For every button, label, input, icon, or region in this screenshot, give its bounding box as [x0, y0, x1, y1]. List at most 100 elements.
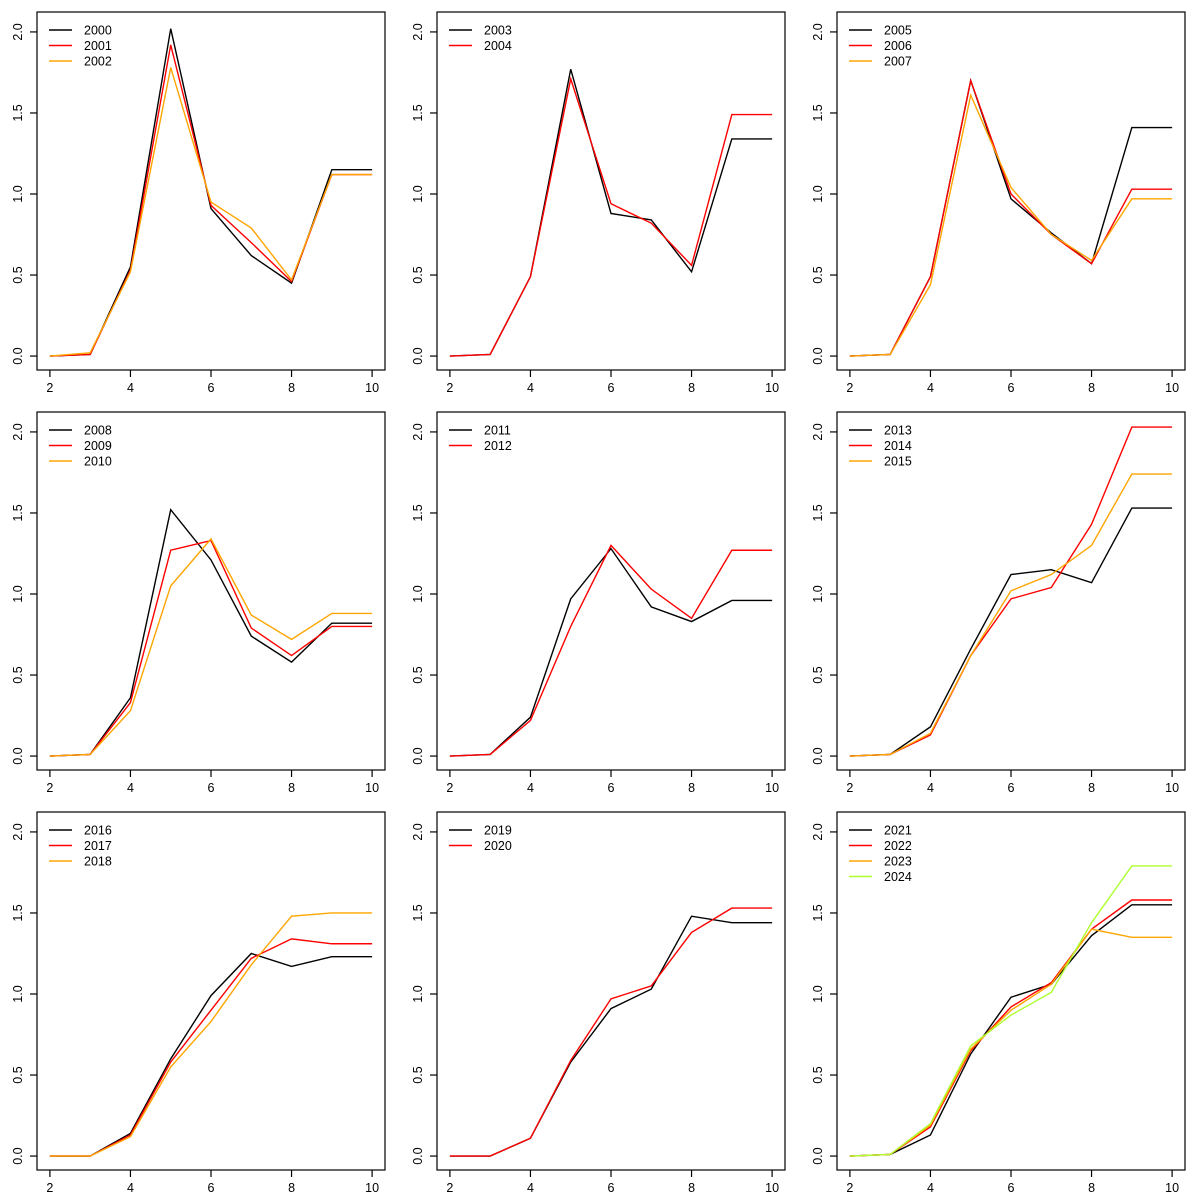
x-tick-label: 10	[765, 1181, 779, 1195]
y-tick-label: 1.5	[811, 104, 825, 121]
plot-box	[436, 11, 786, 371]
x-tick-label: 8	[688, 381, 695, 395]
y-tick-label: 0.0	[811, 747, 825, 764]
series-line-2018	[49, 912, 373, 1157]
y-tick-label: 0.0	[11, 1147, 25, 1164]
y-tick-label: 1.0	[11, 585, 25, 602]
panel-2021-2024: 2 4 6 8 10 0.0 0.5 1.0 1.5 2.0 2021 2022 2023 2024	[800, 800, 1200, 1200]
x-tick-label: 8	[288, 781, 295, 795]
legend-label-2003: 2003	[484, 24, 512, 38]
legend-label-2010: 2010	[84, 455, 112, 469]
x-tick-label: 2	[846, 381, 853, 395]
panel-2019-2020: 2 4 6 8 10 0.0 0.5 1.0 1.5 2.0 2019 2020	[400, 800, 800, 1200]
legend-label-2006: 2006	[884, 39, 912, 53]
y-tick-label: 0.0	[811, 347, 825, 364]
y-tick-label: 0.5	[811, 1066, 825, 1083]
x-tick-label: 4	[127, 1181, 134, 1195]
x-tick-label: 6	[208, 381, 215, 395]
y-tick-label: 2.0	[811, 423, 825, 440]
y-tick-label: 0.0	[11, 347, 25, 364]
x-tick-label: 6	[1008, 381, 1015, 395]
series-line-2015	[849, 473, 1173, 757]
legend-label-2014: 2014	[884, 439, 912, 453]
x-tick-label: 4	[527, 1181, 534, 1195]
y-tick-label: 1.5	[411, 904, 425, 921]
y-tick-label: 2.0	[811, 23, 825, 40]
legend-label-2005: 2005	[884, 24, 912, 38]
legend-label-2002: 2002	[84, 55, 112, 69]
series-line-2012	[449, 544, 773, 757]
x-tick-label: 10	[1165, 781, 1179, 795]
y-tick-label: 1.0	[411, 185, 425, 202]
x-tick-label: 2	[846, 781, 853, 795]
x-tick-label: 4	[127, 381, 134, 395]
panel-2011-2012: 2 4 6 8 10 0.0 0.5 1.0 1.5 2.0 2011 2012	[400, 400, 800, 800]
x-tick-label: 2	[46, 781, 53, 795]
y-tick-label: 0.0	[811, 1147, 825, 1164]
y-tick-label: 2.0	[411, 823, 425, 840]
y-tick-label: 1.0	[811, 985, 825, 1002]
y-tick-label: 1.5	[11, 104, 25, 121]
x-tick-label: 8	[288, 381, 295, 395]
legend-label-2015: 2015	[884, 455, 912, 469]
x-tick-label: 6	[608, 1181, 615, 1195]
panel-2000-2002: 2 4 6 8 10 0.0 0.5 1.0 1.5 2.0 2000 2001 2002	[0, 0, 400, 400]
y-tick-label: 2.0	[411, 23, 425, 40]
series-line-2023	[849, 928, 1173, 1157]
series-line-2011	[449, 547, 773, 757]
x-tick-label: 2	[446, 381, 453, 395]
y-tick-label: 0.0	[411, 747, 425, 764]
x-tick-label: 6	[608, 781, 615, 795]
legend-label-2024: 2024	[884, 870, 912, 884]
y-tick-label: 1.0	[411, 585, 425, 602]
series-line-2020	[449, 907, 773, 1157]
y-tick-label: 0.0	[411, 347, 425, 364]
panel-2003-2004: 2 4 6 8 10 0.0 0.5 1.0 1.5 2.0 2003 2004	[400, 0, 800, 400]
legend-label-2001: 2001	[84, 39, 112, 53]
y-tick-label: 1.0	[811, 185, 825, 202]
series-line-2021	[849, 904, 1173, 1157]
x-tick-label: 10	[365, 781, 379, 795]
x-tick-label: 2	[846, 1181, 853, 1195]
x-tick-label: 4	[927, 1181, 934, 1195]
plot-box	[436, 811, 786, 1171]
panel-2013-2015: 2 4 6 8 10 0.0 0.5 1.0 1.5 2.0 2013 2014 2015	[800, 400, 1200, 800]
legend-label-2019: 2019	[484, 824, 512, 838]
x-tick-label: 4	[927, 381, 934, 395]
legend-label-2007: 2007	[884, 55, 912, 69]
series-line-2000	[49, 28, 373, 357]
series-line-2003	[449, 69, 773, 357]
panel-2008-2010: 2 4 6 8 10 0.0 0.5 1.0 1.5 2.0 2008 2009 2010	[0, 400, 400, 800]
x-tick-label: 2	[446, 781, 453, 795]
legend-label-2004: 2004	[484, 39, 512, 53]
y-tick-label: 2.0	[11, 423, 25, 440]
x-tick-label: 2	[446, 1181, 453, 1195]
y-tick-label: 0.5	[811, 266, 825, 283]
x-tick-label: 4	[527, 781, 534, 795]
x-tick-label: 6	[208, 781, 215, 795]
legend-label-2000: 2000	[84, 24, 112, 38]
legend-label-2017: 2017	[84, 839, 112, 853]
x-tick-label: 8	[688, 781, 695, 795]
legend-label-2021: 2021	[884, 824, 912, 838]
series-line-2007	[849, 92, 1173, 357]
x-tick-label: 4	[927, 781, 934, 795]
y-tick-label: 1.5	[411, 504, 425, 521]
y-tick-label: 1.0	[11, 185, 25, 202]
x-tick-label: 10	[1165, 1181, 1179, 1195]
y-tick-label: 1.5	[411, 104, 425, 121]
y-tick-label: 1.0	[411, 985, 425, 1002]
x-tick-label: 4	[127, 781, 134, 795]
y-tick-label: 1.5	[811, 504, 825, 521]
series-line-2016	[49, 952, 373, 1157]
legend-label-2009: 2009	[84, 439, 112, 453]
